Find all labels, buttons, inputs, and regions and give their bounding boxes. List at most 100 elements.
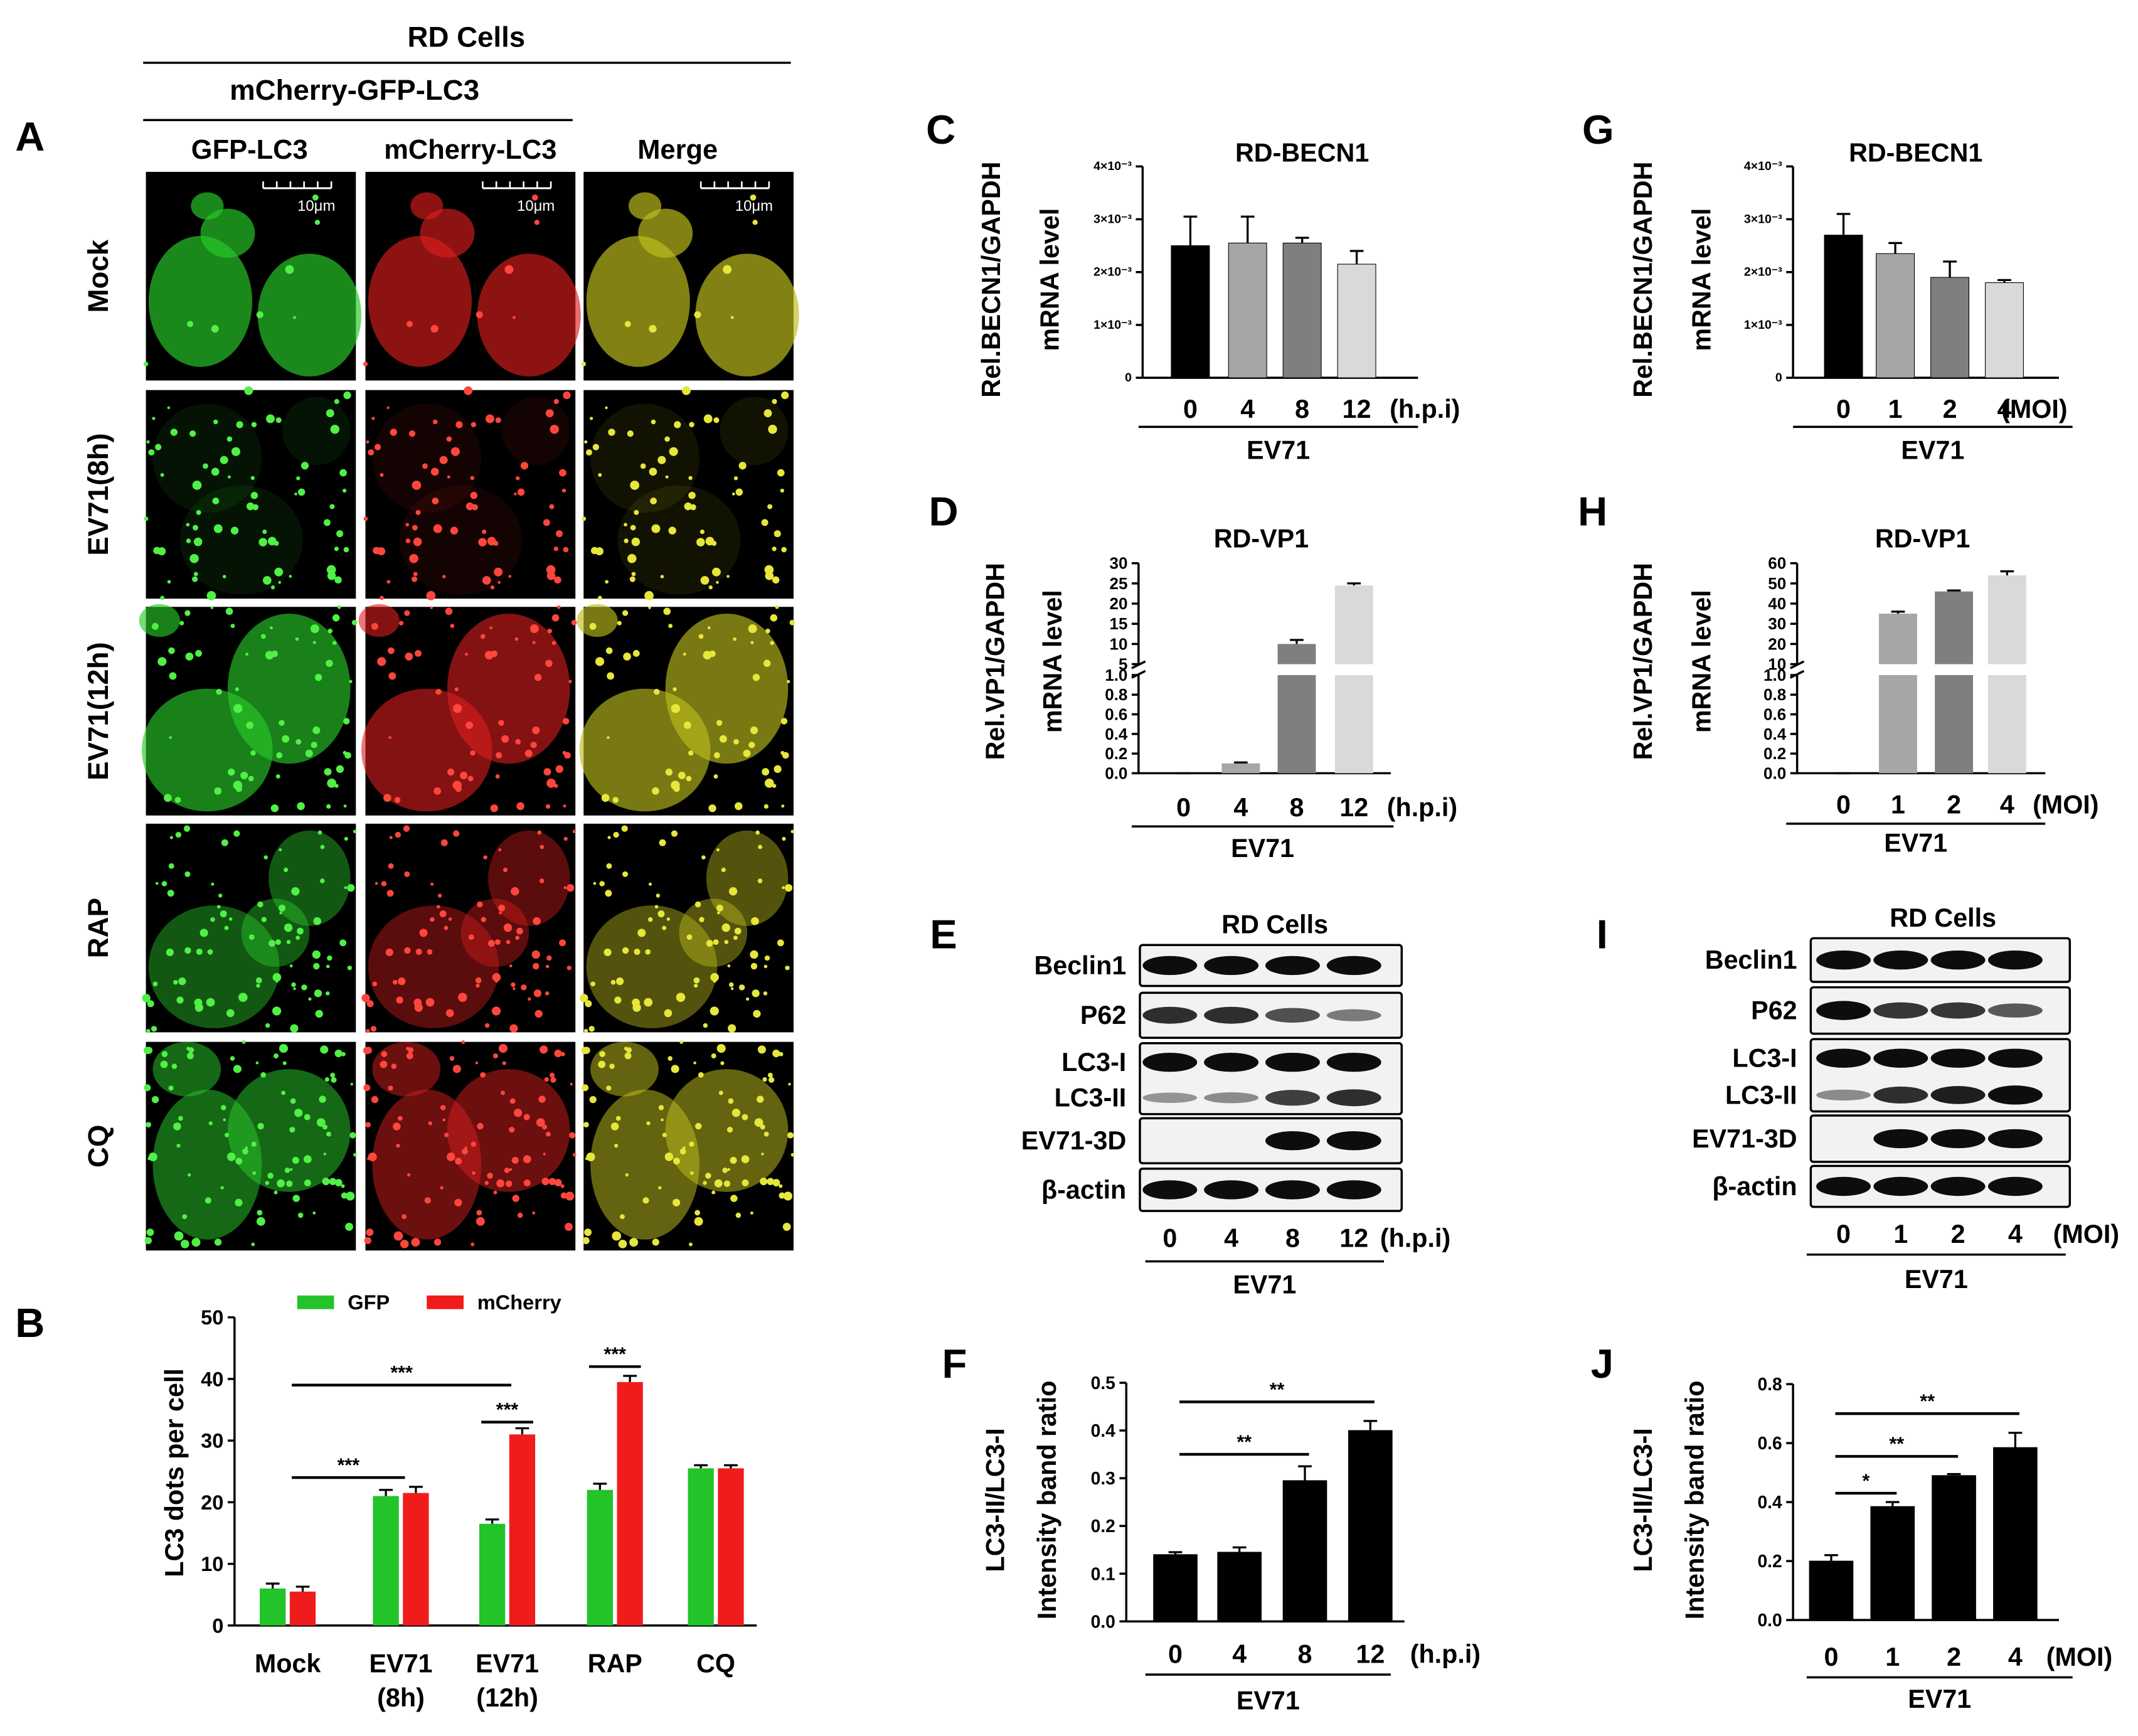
puncta xyxy=(323,1153,326,1156)
puncta xyxy=(168,647,175,654)
puncta xyxy=(664,1153,674,1161)
puncta xyxy=(440,1105,446,1110)
x-tick-label: 0 xyxy=(1836,395,1851,423)
puncta xyxy=(433,524,442,533)
puncta xyxy=(289,575,292,578)
bar xyxy=(617,1382,643,1626)
puncta xyxy=(495,417,501,423)
x-unit-label: (h.p.i) xyxy=(1380,1224,1450,1253)
puncta xyxy=(709,650,716,658)
puncta xyxy=(361,994,370,1003)
puncta xyxy=(169,736,172,739)
micrograph xyxy=(581,171,799,381)
puncta xyxy=(148,1153,157,1162)
puncta xyxy=(787,679,790,683)
puncta xyxy=(314,220,321,225)
scale-bar-label: 10μm xyxy=(517,198,555,215)
y-tick-label: 30 xyxy=(1109,554,1127,573)
puncta xyxy=(272,972,282,982)
puncta xyxy=(405,652,413,661)
puncta xyxy=(225,607,233,615)
puncta xyxy=(599,1061,602,1065)
band xyxy=(1142,1180,1198,1200)
puncta xyxy=(774,765,782,773)
y-tick-label: 0.4 xyxy=(1091,1420,1116,1440)
puncta xyxy=(220,455,228,464)
y-axis-label: mRNA level xyxy=(1038,590,1067,733)
puncta xyxy=(341,1052,346,1057)
puncta xyxy=(168,1085,174,1091)
x-unit-label: (MOI) xyxy=(2033,790,2098,819)
puncta xyxy=(326,964,330,969)
puncta xyxy=(716,720,723,726)
micrograph xyxy=(577,604,795,816)
puncta xyxy=(726,1127,733,1133)
x-tick-label: EV71 xyxy=(476,1649,539,1678)
puncta xyxy=(236,421,243,429)
band-label: Beclin1 xyxy=(1034,951,1126,980)
band xyxy=(1930,1129,1986,1149)
band xyxy=(1987,1048,2043,1068)
puncta xyxy=(470,750,476,756)
puncta xyxy=(652,1238,659,1246)
puncta xyxy=(651,419,656,425)
x-tick-label: 2 xyxy=(1947,790,1961,819)
puncta xyxy=(476,983,480,988)
puncta xyxy=(592,444,599,450)
puncta xyxy=(445,607,453,615)
puncta xyxy=(282,1061,287,1065)
puncta xyxy=(230,1056,235,1061)
puncta xyxy=(481,917,486,922)
puncta xyxy=(351,619,358,626)
y-tick-label: 0.0 xyxy=(1091,1611,1115,1631)
puncta xyxy=(604,948,612,957)
puncta xyxy=(669,447,678,456)
puncta xyxy=(398,977,406,986)
puncta xyxy=(509,964,513,967)
puncta xyxy=(151,1026,157,1032)
puncta xyxy=(752,989,760,998)
puncta xyxy=(221,839,228,846)
puncta xyxy=(343,546,349,553)
puncta xyxy=(640,463,646,469)
puncta xyxy=(497,581,501,584)
puncta xyxy=(364,1046,372,1054)
lane-label: 4 xyxy=(2008,1220,2023,1249)
puncta xyxy=(412,525,418,531)
puncta xyxy=(678,772,686,779)
puncta xyxy=(152,417,156,420)
puncta xyxy=(393,1122,401,1131)
puncta xyxy=(605,647,613,654)
lane-label: 4 xyxy=(1224,1224,1238,1253)
puncta xyxy=(741,1155,750,1163)
puncta xyxy=(671,704,681,713)
puncta xyxy=(512,316,516,319)
puncta xyxy=(293,987,296,991)
band xyxy=(1265,1180,1320,1200)
puncta xyxy=(684,502,692,511)
puncta xyxy=(326,409,334,418)
micrograph xyxy=(143,171,361,381)
puncta xyxy=(683,722,691,729)
puncta xyxy=(342,488,347,493)
puncta xyxy=(344,836,348,841)
y-tick-label: 0.6 xyxy=(1757,1433,1782,1453)
puncta xyxy=(386,406,390,410)
puncta xyxy=(583,1046,590,1054)
y-tick-label: 0.3 xyxy=(1091,1468,1115,1488)
puncta xyxy=(206,591,216,600)
puncta xyxy=(191,1238,201,1247)
band xyxy=(1816,1176,1871,1196)
puncta xyxy=(509,1168,513,1171)
puncta xyxy=(503,923,513,932)
puncta xyxy=(572,829,577,834)
puncta xyxy=(521,984,527,991)
puncta xyxy=(668,526,676,535)
puncta xyxy=(411,1238,420,1247)
puncta xyxy=(164,794,172,802)
puncta xyxy=(540,844,545,849)
puncta xyxy=(781,391,789,400)
puncta xyxy=(332,641,337,646)
puncta xyxy=(569,1132,576,1139)
cell xyxy=(257,253,361,376)
